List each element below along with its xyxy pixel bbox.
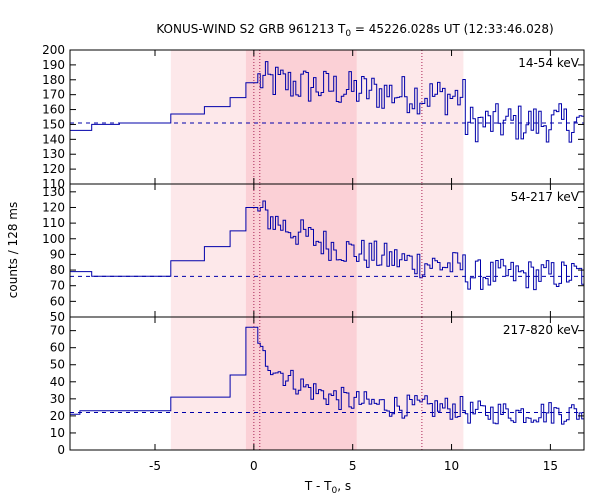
y-tick-label: 130 bbox=[42, 147, 65, 161]
y-tick-label: 30 bbox=[50, 392, 65, 406]
y-tick-label: 50 bbox=[50, 310, 65, 324]
y-axis-label: counts / 128 ms bbox=[6, 202, 20, 298]
panel-label: 54-217 keV bbox=[511, 190, 580, 204]
panel-label: 217-820 keV bbox=[503, 323, 580, 337]
y-tick-label: 80 bbox=[50, 263, 65, 277]
y-tick-label: 100 bbox=[42, 232, 65, 246]
y-tick-label: 40 bbox=[50, 375, 65, 389]
plot-area bbox=[70, 50, 584, 450]
y-tick-label: 120 bbox=[42, 162, 65, 176]
x-tick-label: -5 bbox=[149, 459, 161, 473]
y-tick-label: 10 bbox=[50, 426, 65, 440]
y-tick-label: 50 bbox=[50, 358, 65, 372]
series-line-14-54-keV bbox=[70, 61, 584, 143]
y-tick-label: 160 bbox=[42, 103, 65, 117]
y-tick-label: 140 bbox=[42, 132, 65, 146]
y-tick-label: 180 bbox=[42, 73, 65, 87]
y-tick-label: 60 bbox=[50, 294, 65, 308]
y-tick-label: 20 bbox=[50, 409, 65, 423]
y-tick-label: 200 bbox=[42, 43, 65, 57]
y-tick-label: 190 bbox=[42, 58, 65, 72]
series-line-54-217-keV bbox=[70, 200, 584, 291]
y-tick-label: 150 bbox=[42, 117, 65, 131]
x-tick-label: 5 bbox=[349, 459, 357, 473]
x-axis-label: T - T0, s bbox=[304, 479, 351, 496]
y-tick-label: 170 bbox=[42, 88, 65, 102]
x-tick-label: 10 bbox=[444, 459, 459, 473]
y-tick-label: 70 bbox=[50, 279, 65, 293]
chart-title: KONUS-WIND S2 GRB 961213 T0 = 45226.028s… bbox=[156, 22, 553, 39]
y-tick-label: 130 bbox=[42, 185, 65, 199]
panel-label: 14-54 keV bbox=[518, 56, 580, 70]
y-tick-label: 0 bbox=[57, 443, 65, 457]
y-tick-label: 90 bbox=[50, 247, 65, 261]
x-tick-label: 0 bbox=[250, 459, 258, 473]
y-tick-label: 120 bbox=[42, 200, 65, 214]
panel-frame bbox=[69, 316, 585, 451]
y-tick-label: 110 bbox=[42, 177, 65, 191]
series-line-217-820-keV bbox=[70, 326, 584, 425]
x-tick-label: 15 bbox=[543, 459, 558, 473]
y-tick-label: 60 bbox=[50, 341, 65, 355]
shaded-regions bbox=[170, 50, 464, 450]
y-tick-label: 70 bbox=[50, 324, 65, 338]
y-tick-label: 110 bbox=[42, 216, 65, 230]
